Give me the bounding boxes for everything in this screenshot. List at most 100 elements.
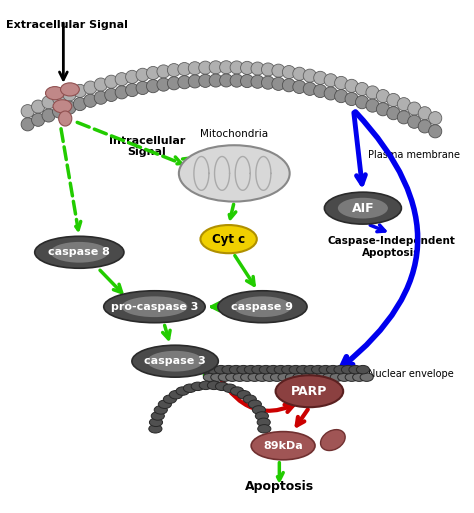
- Ellipse shape: [251, 431, 315, 460]
- Circle shape: [167, 64, 181, 77]
- Circle shape: [94, 78, 108, 91]
- Ellipse shape: [304, 365, 317, 374]
- Circle shape: [408, 115, 421, 128]
- Ellipse shape: [243, 395, 256, 403]
- Circle shape: [115, 86, 128, 99]
- Circle shape: [387, 107, 400, 120]
- Text: Nuclear envelope: Nuclear envelope: [368, 369, 453, 379]
- Ellipse shape: [104, 291, 205, 323]
- Circle shape: [418, 120, 431, 133]
- Ellipse shape: [248, 400, 262, 408]
- Ellipse shape: [237, 365, 250, 374]
- Circle shape: [293, 81, 306, 93]
- Circle shape: [262, 63, 274, 76]
- Circle shape: [335, 76, 348, 90]
- Ellipse shape: [53, 100, 72, 113]
- Circle shape: [366, 99, 379, 112]
- Ellipse shape: [215, 382, 228, 390]
- Circle shape: [42, 96, 55, 109]
- Ellipse shape: [327, 365, 339, 374]
- Ellipse shape: [218, 373, 231, 381]
- Circle shape: [84, 94, 97, 107]
- Circle shape: [251, 75, 264, 88]
- Ellipse shape: [324, 192, 401, 224]
- Circle shape: [303, 82, 316, 95]
- Circle shape: [146, 67, 160, 80]
- Circle shape: [230, 74, 243, 87]
- Ellipse shape: [271, 373, 283, 381]
- Circle shape: [356, 95, 369, 109]
- Ellipse shape: [233, 373, 246, 381]
- Circle shape: [53, 92, 65, 105]
- Circle shape: [230, 61, 243, 74]
- Circle shape: [32, 100, 45, 113]
- Ellipse shape: [169, 390, 182, 399]
- Ellipse shape: [282, 365, 295, 374]
- Ellipse shape: [263, 373, 276, 381]
- Ellipse shape: [356, 365, 369, 374]
- Circle shape: [115, 73, 128, 86]
- Circle shape: [94, 91, 108, 104]
- Circle shape: [397, 111, 410, 124]
- Ellipse shape: [199, 381, 212, 389]
- Circle shape: [188, 62, 201, 75]
- Ellipse shape: [338, 198, 388, 219]
- Ellipse shape: [226, 373, 239, 381]
- Ellipse shape: [201, 225, 257, 253]
- Ellipse shape: [164, 395, 176, 403]
- Circle shape: [418, 107, 431, 120]
- Circle shape: [376, 90, 390, 103]
- Circle shape: [105, 75, 118, 88]
- Circle shape: [157, 78, 170, 91]
- Text: Mitochondria: Mitochondria: [200, 129, 268, 139]
- Circle shape: [73, 97, 86, 111]
- Ellipse shape: [353, 373, 366, 381]
- Circle shape: [209, 74, 222, 87]
- Circle shape: [356, 83, 369, 95]
- Ellipse shape: [207, 381, 220, 389]
- Ellipse shape: [46, 87, 64, 100]
- Ellipse shape: [229, 365, 243, 374]
- Circle shape: [209, 61, 222, 74]
- Circle shape: [324, 74, 337, 87]
- Ellipse shape: [241, 373, 254, 381]
- Circle shape: [157, 65, 170, 78]
- Circle shape: [345, 92, 358, 106]
- Circle shape: [146, 80, 160, 93]
- Text: pro-caspase 3: pro-caspase 3: [111, 302, 198, 312]
- Ellipse shape: [257, 418, 270, 426]
- Circle shape: [314, 71, 327, 85]
- Ellipse shape: [158, 400, 172, 408]
- Circle shape: [240, 74, 254, 88]
- Circle shape: [167, 77, 181, 90]
- Ellipse shape: [320, 429, 345, 450]
- Circle shape: [293, 67, 306, 81]
- Ellipse shape: [252, 406, 265, 414]
- Circle shape: [387, 93, 400, 107]
- Ellipse shape: [207, 365, 220, 374]
- Ellipse shape: [151, 412, 164, 420]
- Ellipse shape: [349, 365, 362, 374]
- Ellipse shape: [233, 297, 292, 317]
- Circle shape: [199, 61, 212, 74]
- Circle shape: [32, 113, 45, 126]
- Ellipse shape: [360, 373, 373, 381]
- Ellipse shape: [59, 111, 72, 126]
- Circle shape: [73, 84, 86, 97]
- Ellipse shape: [297, 365, 310, 374]
- Ellipse shape: [61, 83, 79, 96]
- Ellipse shape: [191, 382, 204, 390]
- Circle shape: [136, 82, 149, 94]
- Ellipse shape: [341, 365, 355, 374]
- Circle shape: [262, 76, 274, 89]
- Ellipse shape: [259, 365, 273, 374]
- Ellipse shape: [149, 418, 163, 426]
- Ellipse shape: [293, 373, 306, 381]
- Ellipse shape: [121, 297, 187, 317]
- Ellipse shape: [149, 425, 162, 433]
- Circle shape: [199, 74, 212, 87]
- Ellipse shape: [255, 412, 268, 420]
- Circle shape: [251, 62, 264, 75]
- Circle shape: [283, 78, 295, 92]
- Ellipse shape: [255, 373, 269, 381]
